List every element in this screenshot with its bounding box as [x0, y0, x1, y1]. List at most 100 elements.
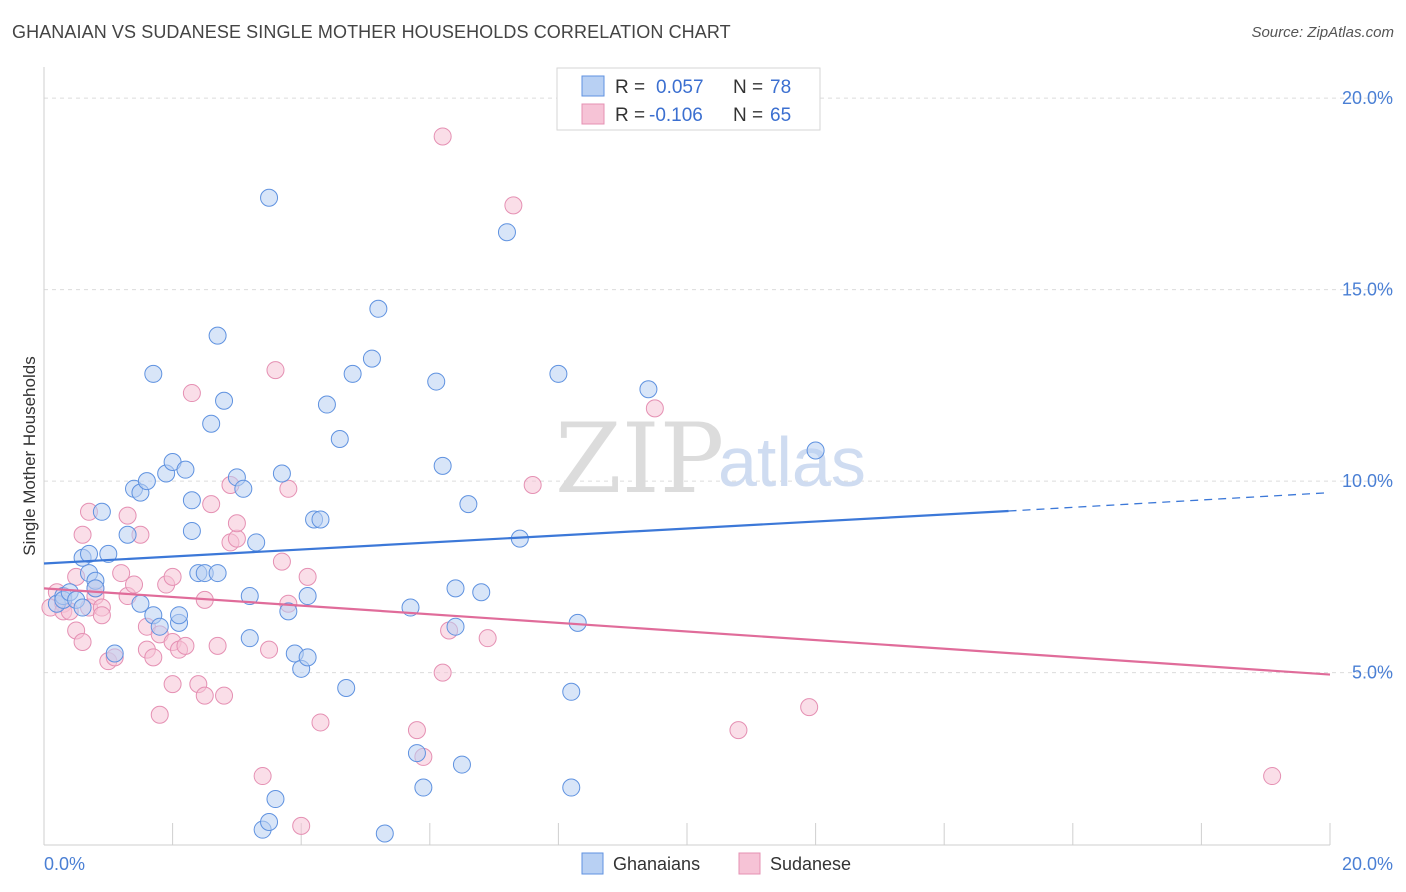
sudanese-point — [504, 196, 523, 215]
sudanese-point — [800, 698, 819, 717]
sudanese-point — [176, 636, 195, 655]
ghanaians-point — [182, 521, 201, 540]
legend-r-value-ghanaians: 0.057 — [656, 77, 704, 98]
ghanaians-point — [459, 495, 478, 514]
ghanaians-point — [105, 644, 124, 663]
ghanaians-point — [208, 564, 227, 583]
ghanaians-point — [562, 682, 581, 701]
ghanaians-point — [298, 648, 317, 667]
ghanaians-point — [343, 364, 362, 383]
x-tick-label-max: 20.0% — [1342, 854, 1393, 874]
ghanaians-point — [118, 525, 137, 544]
sudanese-point — [433, 127, 452, 146]
sudanese-point — [202, 495, 221, 514]
ghanaians-point — [427, 372, 446, 391]
x-ticks — [172, 823, 1331, 845]
legend-swatch-sudanese — [581, 103, 605, 125]
sudanese-point — [253, 767, 272, 786]
series-legend: Ghanaians Sudanese — [581, 852, 851, 875]
ghanaians-point — [337, 678, 356, 697]
y-axis-label: Single Mother Households — [20, 356, 39, 555]
ghanaians-point — [73, 598, 92, 617]
ghanaians-point — [80, 544, 99, 563]
legend-n-value-sudanese: 65 — [770, 105, 791, 126]
legend-r-label: R = — [615, 105, 645, 126]
ghanaians-point — [806, 441, 825, 460]
trend-lines — [43, 491, 1331, 676]
ghanaians-point — [144, 364, 163, 383]
ghanaians-point — [298, 587, 317, 606]
y-tick-labels: 5.0% 10.0% 15.0% 20.0% — [1342, 88, 1393, 683]
sudanese-point — [118, 506, 137, 525]
ghanaians-point — [330, 430, 349, 449]
ghanaians-point — [311, 510, 330, 529]
sudanese-point — [478, 629, 497, 648]
watermark: ZIP atlas — [555, 403, 866, 515]
ghanaians-point — [182, 491, 201, 510]
ghanaians-point — [414, 778, 433, 797]
ghanaians-point — [176, 460, 195, 479]
ghanaians-point — [317, 395, 336, 414]
ghanaians-point — [202, 414, 221, 433]
ghanaians-point — [375, 824, 394, 843]
watermark-zip: ZIP — [555, 403, 724, 515]
y-tick-label: 5.0% — [1352, 663, 1393, 683]
ghanaians-point — [99, 544, 118, 563]
sudanese-point — [260, 640, 279, 659]
x-tick-label-min: 0.0% — [44, 854, 85, 874]
ghanaians-trend-line — [43, 509, 1009, 565]
ghanaians-point — [92, 502, 111, 521]
sudanese-point — [227, 514, 246, 533]
sudanese-point — [144, 648, 163, 667]
legend-n-value-ghanaians: 78 — [770, 77, 791, 98]
ghanaians-point — [86, 579, 105, 598]
source-credit: Source: ZipAtlas.com — [1251, 24, 1394, 41]
ghanaians-point — [369, 299, 388, 318]
y-tick-label: 20.0% — [1342, 88, 1393, 108]
sudanese-point — [227, 529, 246, 548]
sudanese-point — [150, 705, 169, 724]
ghanaians-point — [549, 364, 568, 383]
sudanese-point — [292, 816, 311, 835]
ghanaians-point — [240, 587, 259, 606]
y-tick-label: 10.0% — [1342, 471, 1393, 491]
ghanaians-point — [446, 579, 465, 598]
legend-r-label: R = — [615, 77, 645, 98]
sudanese-point — [182, 384, 201, 403]
ghanaians-point — [260, 188, 279, 207]
ghanaians-point — [362, 349, 381, 368]
sudanese-point — [279, 479, 298, 498]
ghanaians-trend-extension — [1008, 491, 1331, 512]
ghanaians-point — [266, 790, 285, 809]
gridlines — [44, 97, 1395, 674]
sudanese-point — [163, 567, 182, 586]
sudanese-point — [73, 633, 92, 652]
watermark-atlas: atlas — [718, 423, 866, 501]
ghanaians-point — [562, 778, 581, 797]
sudanese-point — [125, 575, 144, 594]
legend-n-label: N = — [733, 77, 763, 98]
sudanese-point — [407, 721, 426, 740]
sudanese-point — [73, 525, 92, 544]
sudanese-point — [92, 606, 111, 625]
sudanese-point — [645, 399, 664, 418]
ghanaians-point — [150, 617, 169, 636]
sudanese-point — [298, 567, 317, 586]
ghanaians-point — [208, 326, 227, 345]
sudanese-point — [729, 721, 748, 740]
ghanaians-point — [240, 629, 259, 648]
sudanese-point — [266, 361, 285, 380]
ghanaians-point — [452, 755, 471, 774]
sudanese-point — [208, 636, 227, 655]
legend-n-label: N = — [733, 105, 763, 126]
legend-swatch-ghanaians — [581, 75, 605, 97]
sudanese-point — [215, 686, 234, 705]
ghanaians-point — [272, 464, 291, 483]
y-tick-label: 15.0% — [1342, 280, 1393, 300]
sudanese-point — [523, 475, 542, 494]
ghanaians-point — [433, 456, 452, 475]
sudanese-point — [1263, 767, 1282, 786]
sudanese-point — [272, 552, 291, 571]
ghanaians-point — [446, 617, 465, 636]
